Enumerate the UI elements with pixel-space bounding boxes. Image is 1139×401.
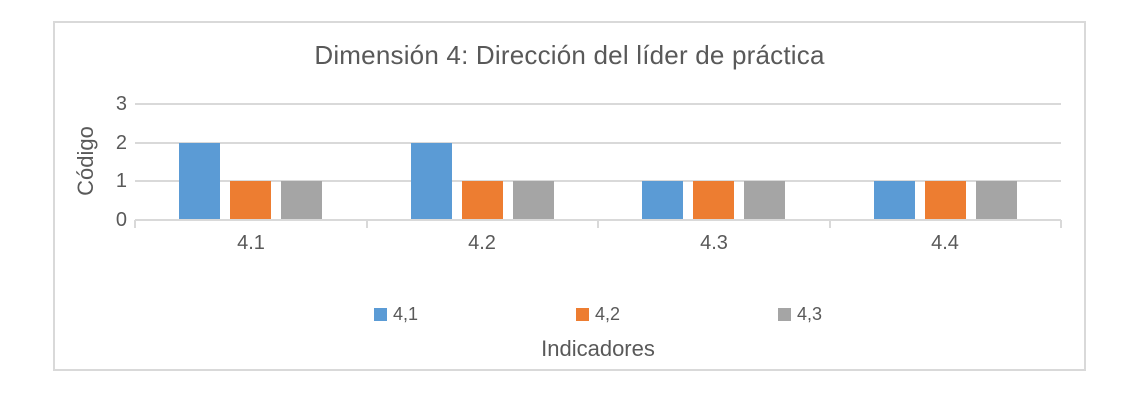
bar-4,3-4.1 bbox=[281, 181, 322, 220]
x-axis-tick bbox=[1060, 220, 1062, 228]
chart-title: Dimensión 4: Dirección del líder de prác… bbox=[314, 40, 825, 70]
bar-4,2-4.1 bbox=[230, 181, 271, 220]
y-tick-label: 0 bbox=[115, 209, 127, 231]
x-axis-tick bbox=[597, 220, 599, 228]
bar-4,1-4.2 bbox=[411, 143, 452, 220]
legend-item-4,3: 4,3 bbox=[778, 305, 822, 323]
gridline-y-2 bbox=[135, 141, 1061, 144]
x-tick-label: 4.1 bbox=[237, 232, 265, 254]
bar-4,1-4.3 bbox=[642, 181, 683, 220]
legend-item-4,1: 4,1 bbox=[373, 304, 418, 324]
y-tick-label: 1 bbox=[115, 170, 127, 193]
bar-4,3-4.4 bbox=[976, 181, 1017, 220]
legend-swatch-icon bbox=[575, 307, 589, 321]
legend-label: 4,3 bbox=[797, 304, 823, 324]
bar-4,1-4.1 bbox=[179, 143, 220, 220]
x-tick-label: 4.4 bbox=[931, 232, 959, 254]
x-axis-tick bbox=[366, 220, 368, 228]
x-axis-tick bbox=[829, 220, 831, 228]
x-tick-label: 4.3 bbox=[700, 232, 728, 254]
x-axis-tick bbox=[134, 220, 136, 228]
x-tick-label: 4.2 bbox=[468, 232, 496, 254]
bar-4,1-4.4 bbox=[874, 181, 915, 220]
legend-label: 4,2 bbox=[594, 304, 621, 324]
y-tick-label: 3 bbox=[115, 92, 127, 115]
bar-4,3-4.3 bbox=[744, 181, 785, 220]
y-axis-title: Código bbox=[73, 126, 98, 196]
bar-4,2-4.3 bbox=[693, 181, 734, 220]
bar-4,3-4.2 bbox=[513, 181, 554, 220]
gridline-y-1 bbox=[135, 180, 1061, 183]
legend-swatch-icon bbox=[778, 307, 792, 321]
legend-item-4,2: 4,2 bbox=[575, 304, 621, 324]
bar-4,2-4.4 bbox=[925, 181, 966, 220]
gridline-y-3 bbox=[135, 102, 1061, 105]
legend-label: 4,1 bbox=[392, 304, 418, 324]
x-axis-title: Indicadores bbox=[541, 336, 655, 361]
legend-swatch-icon bbox=[373, 307, 387, 321]
bar-4,2-4.2 bbox=[462, 181, 503, 220]
legend: 4,1 4,2 4,3 bbox=[135, 305, 1061, 323]
y-tick-label: 2 bbox=[115, 131, 127, 154]
